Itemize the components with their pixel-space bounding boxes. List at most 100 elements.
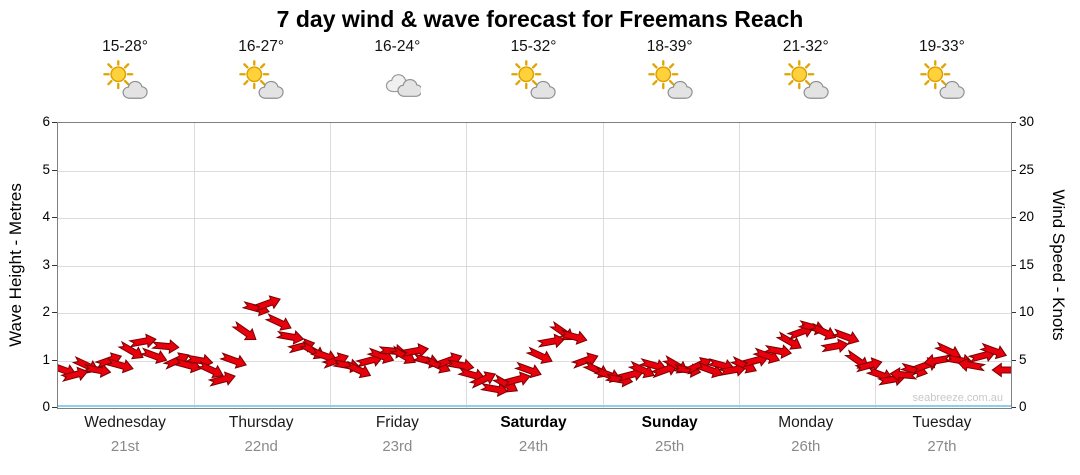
wind-arrow (843, 349, 870, 369)
v-gridline (194, 123, 196, 408)
partly-cloudy-icon (782, 59, 830, 101)
wind-arrow (775, 331, 802, 350)
left-tick-label: 5 (42, 161, 50, 177)
day-name: Monday (778, 414, 834, 431)
day-temp: 19-33° (918, 38, 965, 55)
wind-arrow (128, 333, 157, 349)
wind-arrow (763, 344, 793, 359)
day-label-wednesday: Wednesday 21st (57, 414, 193, 455)
partly-cloudy-icon (509, 59, 557, 101)
partly-cloudy-icon (918, 59, 966, 101)
right-tick-mark (1011, 169, 1016, 171)
left-axis-title: Wave Height - Metres (6, 183, 25, 347)
h-gridline (58, 313, 1011, 314)
partly-cloudy-icon (646, 59, 694, 101)
day-name: Tuesday (912, 414, 972, 431)
watermark: seabreeze.com.au (912, 392, 1004, 404)
cloudy-icon (373, 59, 423, 101)
day-date: 25th (655, 438, 685, 455)
v-gridline (330, 123, 332, 408)
page-title: 7 day wind & wave forecast for Freemans … (276, 6, 804, 32)
left-tick-mark (52, 407, 57, 408)
h-gridline (58, 170, 1011, 172)
partly-cloudy-icon (101, 59, 149, 101)
left-tick-mark (52, 122, 57, 123)
left-tick-label: 0 (42, 399, 50, 414)
wind-arrow (957, 357, 987, 373)
wind-arrow (923, 353, 953, 369)
day-name: Thursday (228, 414, 294, 431)
day-name: Sunday (641, 414, 698, 431)
wind-arrow (117, 340, 144, 360)
day-date: 22nd (244, 438, 278, 455)
wind-arrow (468, 371, 496, 389)
partly-cloudy-icon (237, 59, 285, 101)
v-gridline (602, 123, 604, 408)
wind-arrow (60, 366, 89, 382)
wind-arrow (253, 295, 281, 312)
wind-arrow (513, 361, 542, 379)
right-tick-label: 30 (1019, 114, 1035, 129)
zero-waterline (58, 405, 1011, 407)
wind-arrow (264, 313, 292, 331)
day-date: 26th (791, 438, 821, 455)
right-tick-mark (1011, 359, 1016, 361)
left-tick-label: 4 (42, 209, 50, 224)
h-gridline (58, 360, 1011, 362)
wind-arrow-layer (58, 295, 1011, 397)
wind-arrow (151, 339, 180, 355)
left-tick-mark (52, 264, 57, 266)
day-temp: 16-27° (238, 38, 285, 55)
wind-arrow (105, 358, 134, 374)
right-tick-mark (1011, 217, 1016, 218)
right-tick-label: 20 (1019, 209, 1035, 224)
wind-arrow (536, 333, 566, 349)
day-headers: 15-28° 16-27° 16-24° 15-32° 18-39° 21-32° 19-3… (57, 38, 1010, 106)
wind-arrow (219, 352, 247, 369)
left-tick-label: 2 (42, 304, 50, 319)
h-gridline (58, 218, 1011, 219)
day-header-saturday: 15-32° (465, 38, 601, 106)
right-tick-label: 25 (1019, 161, 1035, 177)
day-header-wednesday: 15-28° (57, 38, 193, 106)
day-name: Wednesday (84, 414, 166, 431)
right-tick-mark (1011, 264, 1016, 266)
left-tick-label: 1 (42, 351, 50, 367)
day-temp: 15-28° (102, 38, 148, 55)
day-date: 24th (518, 438, 549, 455)
day-header-sunday: 18-39° (602, 38, 738, 106)
left-tick-mark (52, 359, 57, 361)
day-header-tuesday: 19-33° (874, 38, 1010, 106)
day-date: 21st (110, 438, 140, 455)
day-label-monday: Monday 26th (738, 414, 874, 455)
right-tick-mark (1011, 122, 1016, 123)
wind-arrow (889, 367, 918, 382)
day-date: 27th (927, 438, 957, 455)
wind-arrow (559, 329, 588, 345)
wind-arrow (196, 360, 224, 379)
day-labels-row: Wednesday 21st Thursday 22nd Friday 23rd Satur… (57, 414, 1010, 455)
wind-arrow (231, 320, 257, 341)
v-gridline (874, 123, 876, 408)
wind-arrow (991, 362, 1011, 378)
day-date: 23rd (382, 438, 413, 455)
right-tick-label: 10 (1019, 304, 1035, 319)
right-tick-mark (1011, 312, 1016, 313)
day-name: Friday (375, 414, 419, 431)
right-tick-label: 0 (1019, 399, 1027, 414)
left-tick-label: 6 (42, 114, 50, 129)
wind-arrow (820, 338, 849, 354)
wind-arrow (491, 374, 519, 393)
day-header-thursday: 16-27° (193, 38, 329, 106)
wind-arrow (502, 371, 531, 387)
right-tick-label: 15 (1019, 256, 1035, 272)
wind-arrow (831, 328, 860, 346)
left-tick-mark (52, 312, 57, 313)
day-label-sunday: Sunday 25th (602, 414, 738, 455)
day-header-friday: 16-24° (329, 38, 465, 106)
wind-arrow (809, 322, 837, 341)
left-tick-mark (52, 169, 57, 171)
h-gridline (58, 265, 1011, 267)
day-label-saturday: Saturday 24th (465, 414, 601, 455)
day-label-tuesday: Tuesday 27th (874, 414, 1010, 455)
